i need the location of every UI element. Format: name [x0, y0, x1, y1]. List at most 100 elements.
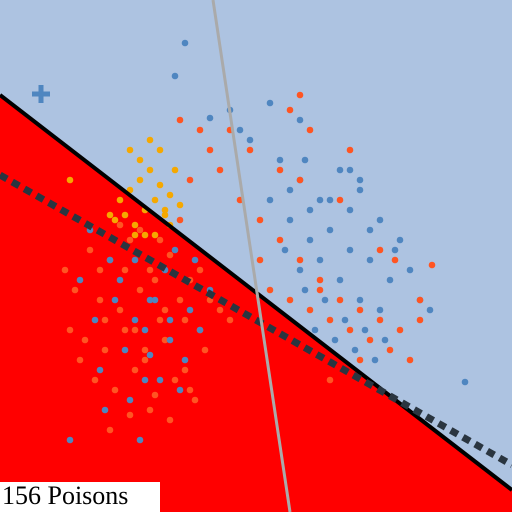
point — [281, 246, 289, 254]
point — [191, 396, 199, 404]
point — [116, 276, 124, 284]
point — [296, 116, 304, 124]
point — [96, 266, 104, 274]
point — [426, 306, 434, 314]
point — [366, 336, 374, 344]
point — [276, 236, 284, 244]
point — [171, 376, 179, 384]
point — [371, 356, 379, 364]
point — [136, 176, 144, 184]
point — [131, 316, 139, 324]
point — [166, 316, 174, 324]
point — [171, 246, 179, 254]
point — [126, 396, 134, 404]
point — [366, 256, 374, 264]
point — [181, 366, 189, 374]
point — [276, 156, 284, 164]
point — [71, 286, 79, 294]
point — [346, 326, 354, 334]
point — [121, 266, 129, 274]
point — [186, 386, 194, 394]
point — [326, 196, 334, 204]
point — [91, 376, 99, 384]
point — [136, 286, 144, 294]
point — [116, 221, 124, 229]
region — [0, 95, 512, 512]
point — [66, 326, 74, 334]
point — [256, 256, 264, 264]
point — [141, 376, 149, 384]
boundary-line — [0, 171, 512, 469]
point — [126, 146, 134, 154]
point — [306, 306, 314, 314]
point — [266, 99, 274, 107]
point — [316, 276, 324, 284]
point — [296, 176, 304, 184]
point — [396, 236, 404, 244]
point — [166, 191, 174, 199]
point — [96, 366, 104, 374]
point — [151, 391, 159, 399]
point — [386, 276, 394, 284]
point — [126, 236, 134, 244]
point — [346, 146, 354, 154]
point — [186, 176, 194, 184]
point — [81, 336, 89, 344]
point — [131, 231, 139, 239]
point — [131, 366, 139, 374]
point — [131, 326, 139, 334]
point — [286, 216, 294, 224]
point — [461, 378, 469, 386]
point — [176, 216, 184, 224]
point — [216, 306, 224, 314]
point — [176, 386, 184, 394]
point — [326, 316, 334, 324]
point — [316, 256, 324, 264]
point — [171, 166, 179, 174]
point — [76, 356, 84, 364]
point — [176, 201, 184, 209]
point — [356, 356, 364, 364]
point — [346, 206, 354, 214]
point — [111, 216, 119, 224]
point — [176, 116, 184, 124]
point — [326, 226, 334, 234]
point — [336, 296, 344, 304]
regions — [0, 95, 512, 512]
point — [146, 406, 154, 414]
point — [196, 266, 204, 274]
point — [136, 436, 144, 444]
point — [376, 216, 384, 224]
point — [201, 346, 209, 354]
point — [326, 376, 334, 384]
points — [61, 39, 469, 444]
point — [306, 126, 314, 134]
point — [196, 126, 204, 134]
point — [146, 266, 154, 274]
point — [121, 211, 129, 219]
point — [331, 336, 339, 344]
point — [266, 286, 274, 294]
point — [301, 286, 309, 294]
point — [141, 231, 149, 239]
point — [306, 236, 314, 244]
point — [428, 261, 436, 269]
point — [166, 251, 174, 259]
point — [256, 216, 264, 224]
point — [376, 306, 384, 314]
point — [391, 246, 399, 254]
point — [346, 166, 354, 174]
point — [386, 346, 394, 354]
point — [101, 316, 109, 324]
point — [321, 296, 329, 304]
point — [316, 286, 324, 294]
point — [246, 136, 254, 144]
point — [366, 226, 374, 234]
point — [316, 196, 324, 204]
point — [111, 296, 119, 304]
target-marker — [32, 85, 50, 103]
point — [151, 276, 159, 284]
